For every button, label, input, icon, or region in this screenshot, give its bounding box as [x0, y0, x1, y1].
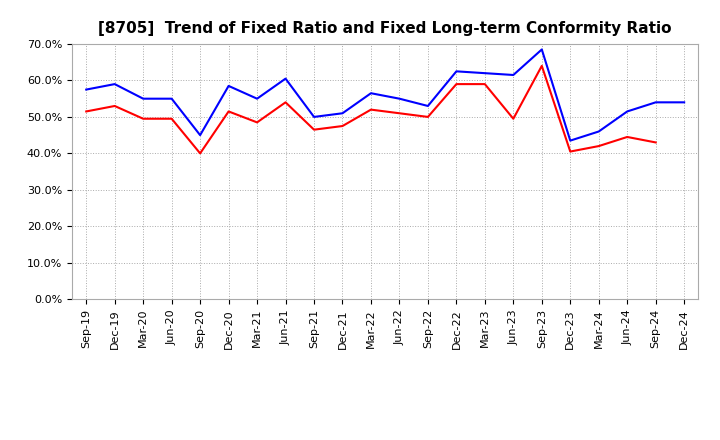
Fixed Ratio [225, 83, 233, 88]
Fixed Long-term Conformity Ratio [452, 81, 461, 87]
Line: Fixed Ratio: Fixed Ratio [86, 49, 684, 141]
Fixed Ratio [423, 103, 432, 109]
Fixed Long-term Conformity Ratio [423, 114, 432, 120]
Fixed Ratio [282, 76, 290, 81]
Fixed Long-term Conformity Ratio [310, 127, 318, 132]
Fixed Long-term Conformity Ratio [253, 120, 261, 125]
Fixed Ratio [395, 96, 404, 101]
Legend: Fixed Ratio, Fixed Long-term Conformity Ratio: Fixed Ratio, Fixed Long-term Conformity … [190, 438, 580, 440]
Fixed Ratio [310, 114, 318, 120]
Fixed Long-term Conformity Ratio [139, 116, 148, 121]
Fixed Ratio [82, 87, 91, 92]
Fixed Long-term Conformity Ratio [196, 151, 204, 156]
Fixed Long-term Conformity Ratio [537, 63, 546, 69]
Fixed Ratio [595, 129, 603, 134]
Fixed Ratio [110, 81, 119, 87]
Fixed Long-term Conformity Ratio [652, 140, 660, 145]
Fixed Long-term Conformity Ratio [480, 81, 489, 87]
Fixed Ratio [566, 138, 575, 143]
Fixed Ratio [652, 100, 660, 105]
Fixed Long-term Conformity Ratio [509, 116, 518, 121]
Fixed Long-term Conformity Ratio [167, 116, 176, 121]
Fixed Ratio [196, 132, 204, 138]
Fixed Ratio [452, 69, 461, 74]
Title: [8705]  Trend of Fixed Ratio and Fixed Long-term Conformity Ratio: [8705] Trend of Fixed Ratio and Fixed Lo… [99, 21, 672, 36]
Fixed Ratio [366, 91, 375, 96]
Fixed Long-term Conformity Ratio [225, 109, 233, 114]
Fixed Long-term Conformity Ratio [595, 143, 603, 149]
Fixed Long-term Conformity Ratio [566, 149, 575, 154]
Fixed Ratio [623, 109, 631, 114]
Fixed Long-term Conformity Ratio [366, 107, 375, 112]
Fixed Long-term Conformity Ratio [82, 109, 91, 114]
Fixed Ratio [537, 47, 546, 52]
Fixed Ratio [167, 96, 176, 101]
Fixed Ratio [680, 100, 688, 105]
Fixed Ratio [509, 72, 518, 77]
Fixed Long-term Conformity Ratio [282, 100, 290, 105]
Fixed Long-term Conformity Ratio [623, 134, 631, 139]
Fixed Long-term Conformity Ratio [338, 123, 347, 128]
Fixed Ratio [338, 110, 347, 116]
Fixed Long-term Conformity Ratio [110, 103, 119, 109]
Fixed Ratio [253, 96, 261, 101]
Fixed Long-term Conformity Ratio [395, 110, 404, 116]
Fixed Ratio [480, 70, 489, 76]
Line: Fixed Long-term Conformity Ratio: Fixed Long-term Conformity Ratio [86, 66, 656, 154]
Fixed Ratio [139, 96, 148, 101]
